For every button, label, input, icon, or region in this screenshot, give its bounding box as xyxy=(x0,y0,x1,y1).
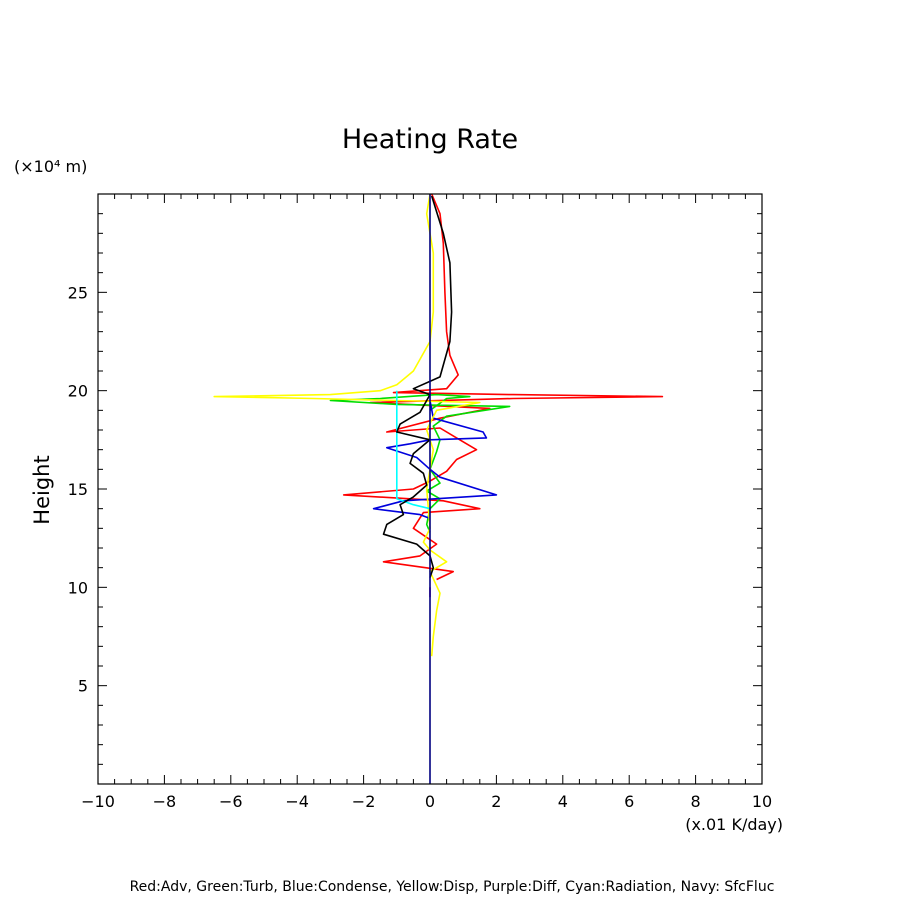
chart-title: Heating Rate xyxy=(342,124,518,155)
axis-ticks: −10 −8 −6 −4 −2 0 2 4 6 8 10 5 10 15 20 25 xyxy=(68,193,772,811)
y-unit-label: (×10⁴ m) xyxy=(14,157,87,176)
series-line-3 xyxy=(213,193,481,657)
plot-frame xyxy=(97,193,763,785)
x-tick-label: −6 xyxy=(219,792,243,811)
y-tick-label: 5 xyxy=(78,677,88,696)
x-tick-label: −2 xyxy=(352,792,376,811)
x-tick-label: −8 xyxy=(153,792,177,811)
series-layer xyxy=(213,193,664,784)
x-tick-label: 8 xyxy=(691,792,701,811)
y-tick-label: 15 xyxy=(68,480,88,499)
x-tick-label: 0 xyxy=(425,792,435,811)
y-tick-label: 20 xyxy=(68,382,88,401)
x-tick-label: 2 xyxy=(491,792,501,811)
y-axis-label: Height xyxy=(30,455,54,524)
series-line-6 xyxy=(382,195,453,578)
legend-text: Red:Adv, Green:Turb, Blue:Condense, Yell… xyxy=(130,879,775,895)
x-tick-label: −4 xyxy=(285,792,309,811)
x-tick-label: 4 xyxy=(558,792,568,811)
series-line-2 xyxy=(372,400,498,520)
x-unit-label: (x.01 K/day) xyxy=(685,815,783,834)
series-line-0 xyxy=(342,193,664,581)
x-tick-label: 6 xyxy=(624,792,634,811)
x-tick-label: 10 xyxy=(752,792,772,811)
x-tick-label: −10 xyxy=(81,792,115,811)
y-tick-label: 10 xyxy=(68,578,88,597)
y-tick-label: 25 xyxy=(68,283,88,302)
